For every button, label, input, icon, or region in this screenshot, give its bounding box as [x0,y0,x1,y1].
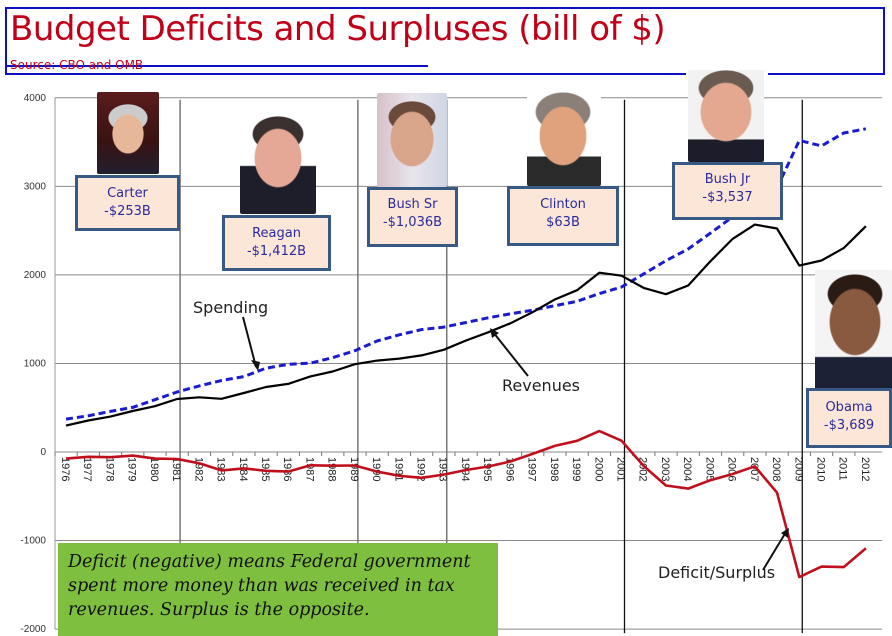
x-tick-label: 1990 [370,457,382,481]
x-tick-label: 1995 [481,457,493,481]
y-tick-label: 2000 [24,270,47,281]
clinton-photo [527,86,601,186]
x-tick-label: 1993 [437,457,449,481]
carter-photo [97,92,159,174]
x-tick-label: 1991 [392,457,404,481]
x-tick-label: 1981 [170,457,182,481]
president-name: Clinton [540,197,586,212]
annotation-arrows [242,316,789,571]
series-revenues [65,223,867,427]
x-tick-label: 1977 [81,457,93,481]
x-tick-label: 2004 [681,457,693,481]
y-tick-label: 4000 [24,93,47,104]
x-tick-label: 2005 [703,457,715,481]
president-deficit: -$1,036B [382,215,443,230]
x-tick-label: 2000 [592,457,604,481]
president-box-carter: Carter -$253B [75,175,180,231]
x-tick-label: 1992 [415,457,427,481]
president-box-obama: Obama -$3,689 [806,388,892,448]
y-tick-label: -2000 [20,624,46,635]
x-tick-label: 1980 [148,457,160,481]
president-name: Carter [107,186,148,201]
y-axis: 4000 3000 2000 1000 0 -1000 -2000 [20,93,46,635]
x-tick-label: 2007 [748,457,760,481]
x-tick-label: 2003 [659,457,671,481]
president-box-bush-jr: Bush Jr -$3,537 [672,162,783,220]
president-deficit: -$3,537 [702,190,753,205]
reagan-photo [240,106,316,214]
president-name: Obama [825,400,873,415]
x-tick-label: 1986 [281,457,293,481]
x-tick-label: 1987 [303,457,315,481]
president-box-bush-sr: Bush Sr -$1,036B [367,187,458,247]
y-tick-label: 1000 [24,358,47,369]
deficit-explanation-note: Deficit (negative) means Federal governm… [58,543,498,636]
series-deficit-surplus [65,429,867,579]
y-tick-label: 3000 [24,181,47,192]
deficit-arrow-head [781,528,789,538]
obama-photo [815,270,892,390]
x-tick-label: 1979 [126,457,138,481]
revenues-arrow [492,331,529,377]
president-deficit: -$3,689 [823,418,875,433]
x-tick-label: 1978 [103,457,115,481]
spending-label: Spending [193,298,268,317]
x-tick-label: 2001 [615,457,627,481]
x-tick-label: 1982 [192,457,204,481]
revenues-label: Revenues [502,376,580,395]
president-name: Bush Sr [387,197,438,212]
page-title: Budget Deficits and Surpluses (bill of $… [10,9,666,49]
x-tick-label: 2008 [770,457,782,481]
spending-arrow [242,316,257,368]
president-box-reagan: Reagan -$1,412B [222,215,331,271]
title-border-bottom-a [428,73,686,75]
title-border-bottom-b [768,73,885,75]
president-name: Bush Jr [704,172,751,187]
x-tick-label: 1999 [570,457,582,481]
y-tick-label: -1000 [20,536,46,547]
title-border-top [428,7,885,9]
president-deficit: $63B [546,215,580,230]
x-tick-label: 2010 [814,457,826,481]
x-tick-label: 1989 [348,457,360,481]
x-tick-label: 2012 [859,457,871,481]
deficit-label: Deficit/Surplus [658,563,775,582]
president-deficit: -$253B [104,204,151,219]
president-deficit: -$1,412B [246,244,307,259]
bush-sr-photo [377,93,447,187]
x-tick-label: 2011 [837,457,849,481]
spending-arrow-head [251,360,260,371]
source-text: Source: CBO and OMB [10,58,144,72]
title-border-right [883,7,885,75]
x-tick-label: 1997 [526,457,538,481]
president-name: Reagan [252,226,301,241]
x-tick-label: 1985 [259,457,271,481]
x-tick-label: 1988 [326,457,338,481]
x-axis: 1976 1977 1978 1979 1980 1981 1982 1983 1984 1985… [54,452,871,481]
president-box-clinton: Clinton $63B [507,186,619,246]
title-border-bottom-left [5,73,428,75]
x-tick-label: 2009 [792,457,804,481]
y-tick-label: 0 [40,447,46,458]
x-tick-label: 1998 [548,457,560,481]
x-tick-label: 1976 [59,457,71,481]
x-tick-label: 2006 [726,457,738,481]
revenues-arrow-head [490,328,499,338]
bush-jr-photo [688,70,764,162]
deficit-arrow [762,531,787,571]
title-border-left [5,7,7,75]
